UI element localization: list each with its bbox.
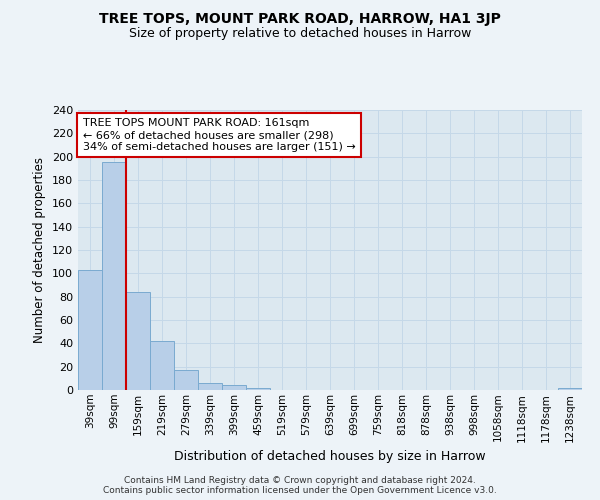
Bar <box>150 341 174 390</box>
Text: Size of property relative to detached houses in Harrow: Size of property relative to detached ho… <box>129 28 471 40</box>
Bar <box>126 292 150 390</box>
X-axis label: Distribution of detached houses by size in Harrow: Distribution of detached houses by size … <box>174 450 486 463</box>
Text: TREE TOPS, MOUNT PARK ROAD, HARROW, HA1 3JP: TREE TOPS, MOUNT PARK ROAD, HARROW, HA1 … <box>99 12 501 26</box>
Text: TREE TOPS MOUNT PARK ROAD: 161sqm
← 66% of detached houses are smaller (298)
34%: TREE TOPS MOUNT PARK ROAD: 161sqm ← 66% … <box>83 118 356 152</box>
Bar <box>246 388 270 390</box>
Bar <box>198 383 222 390</box>
Text: Contains HM Land Registry data © Crown copyright and database right 2024.
Contai: Contains HM Land Registry data © Crown c… <box>103 476 497 495</box>
Bar <box>222 386 246 390</box>
Bar <box>174 370 198 390</box>
Y-axis label: Number of detached properties: Number of detached properties <box>34 157 46 343</box>
Bar <box>558 388 582 390</box>
Bar <box>78 270 102 390</box>
Bar <box>102 162 126 390</box>
